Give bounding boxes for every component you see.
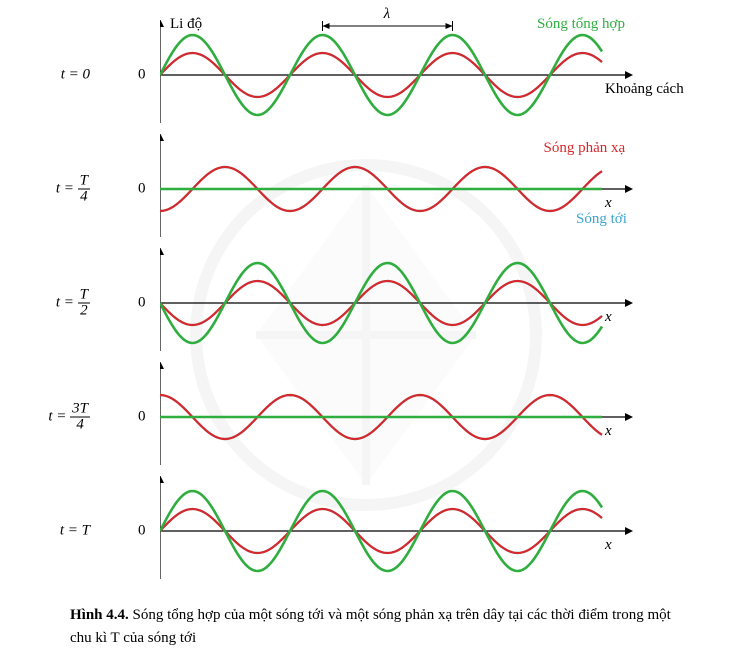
zero-label: 0 <box>138 67 146 84</box>
wave-plot <box>160 476 640 586</box>
x-axis-label: x <box>605 309 612 326</box>
wave-plot <box>160 362 640 472</box>
zero-label: 0 <box>138 523 146 540</box>
figure: t = 00 Li độλKhoảng cáchSóng tổng hợpt =… <box>20 20 711 649</box>
wave-plot <box>160 248 640 358</box>
zero-label: 0 <box>138 295 146 312</box>
time-label: t = T2 <box>20 288 90 319</box>
time-label: t = 3T4 <box>20 402 90 433</box>
x-axis-label: x <box>605 423 612 440</box>
incident-label: Sóng tới <box>576 211 627 228</box>
zero-label: 0 <box>138 181 146 198</box>
panel-2: t = T2 0 x <box>20 248 711 358</box>
x-axis-label: x <box>605 537 612 554</box>
resultant-label: Sóng tổng hợp <box>537 16 625 33</box>
panels-container: t = 00 Li độλKhoảng cáchSóng tổng hợpt =… <box>20 20 711 586</box>
panel-4: t = T 0 x <box>20 476 711 586</box>
wave-plot <box>160 20 640 130</box>
x-axis-label: x <box>605 195 612 212</box>
caption-bold: Hình 4.4. <box>70 607 129 623</box>
time-label: t = T4 <box>20 174 90 205</box>
figure-caption: Hình 4.4. Sóng tổng hợp của một sóng tới… <box>20 604 711 649</box>
y-axis-label: Li độ <box>170 16 202 33</box>
lambda-label: λ <box>384 6 391 23</box>
panel-1: t = T4 0 x Sóng phản xạ Sóng tới <box>20 134 711 244</box>
x-axis-label: Khoảng cách <box>605 81 684 98</box>
panel-0: t = 00 Li độλKhoảng cáchSóng tổng hợp <box>20 20 711 130</box>
panel-3: t = 3T4 0 x <box>20 362 711 472</box>
caption-text: Sóng tổng hợp của một sóng tới và một só… <box>70 607 671 646</box>
time-label: t = T <box>20 524 90 539</box>
time-label: t = 0 <box>20 68 90 83</box>
reflected-label: Sóng phản xạ <box>544 140 626 157</box>
zero-label: 0 <box>138 409 146 426</box>
